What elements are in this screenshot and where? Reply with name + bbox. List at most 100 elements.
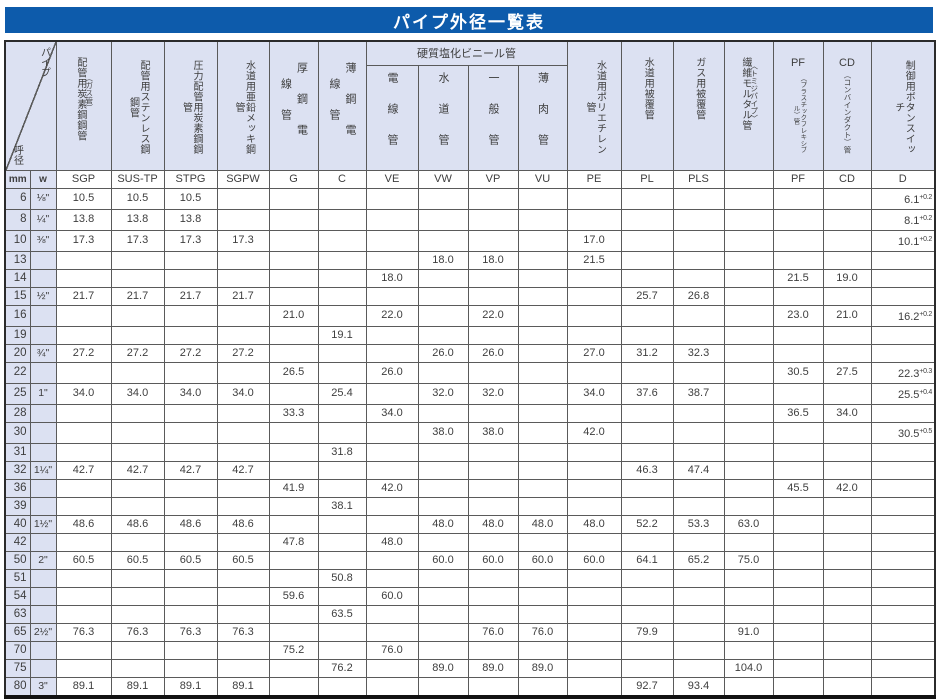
cell-sgpw	[216, 532, 270, 552]
cell-pe	[566, 403, 622, 423]
cell-stpg: 60.5	[163, 550, 218, 570]
cell-ve	[365, 382, 419, 405]
cell-g	[268, 658, 319, 678]
cell-d	[870, 403, 936, 423]
cell-c	[317, 532, 367, 552]
cell-fm	[723, 343, 774, 363]
cell-pls	[672, 403, 725, 423]
cell-vw	[417, 532, 469, 552]
code-pf: PF	[772, 169, 824, 189]
cell-nominal-inch	[29, 361, 57, 384]
cell-pf	[772, 208, 824, 231]
sub-header-vu: 薄肉管	[517, 64, 568, 171]
cell-nominal-inch	[29, 403, 57, 423]
cell-vp: 48.0	[467, 514, 519, 534]
cell-sgp	[55, 421, 112, 444]
table-row: 65 2½" 76.3 76.3 76.3 76.3 76.0 76.0 79.9 91.0	[4, 622, 936, 642]
cell-nominal-inch: 1"	[29, 382, 57, 405]
cell-nominal-mm: 51	[4, 568, 31, 588]
cell-pf: 36.5	[772, 403, 824, 423]
cell-cd	[822, 514, 872, 534]
cell-nominal-mm: 80	[4, 676, 31, 697]
cell-nominal-inch: ¼"	[29, 208, 57, 231]
cell-vw	[417, 568, 469, 588]
cell-pls	[672, 229, 725, 252]
cell-c	[317, 208, 367, 231]
cell-fm	[723, 460, 774, 480]
cell-vw	[417, 586, 469, 606]
cell-vw: 18.0	[417, 250, 469, 270]
cell-vp	[467, 460, 519, 480]
cell-sgp	[55, 361, 112, 384]
corner-cell: パイプ 呼径	[4, 40, 57, 171]
cell-vu: 48.0	[517, 514, 568, 534]
cell-pf	[772, 382, 824, 405]
cell-sgp	[55, 604, 112, 624]
code-pls: PLS	[672, 169, 725, 189]
cell-pl	[620, 187, 674, 210]
table-row: 25 1" 34.0 34.0 34.0 34.0 25.4 32.0 32.0 34.0 37.6…	[4, 382, 936, 405]
col-header-g: 厚鋼電線管	[268, 40, 319, 171]
cell-pe	[566, 304, 622, 327]
cell-nominal-inch: 1¼"	[29, 460, 57, 480]
cell-c	[317, 676, 367, 697]
cell-ve	[365, 208, 419, 231]
cell-c	[317, 304, 367, 327]
cell-vu: 76.0	[517, 622, 568, 642]
cell-pl	[620, 640, 674, 660]
cell-nominal-inch	[29, 304, 57, 327]
code-vw: VW	[417, 169, 469, 189]
cell-pe	[566, 187, 622, 210]
cell-vw: 60.0	[417, 550, 469, 570]
cell-vw	[417, 229, 469, 252]
table-row: 14 18.0 21.5 19.0	[4, 268, 936, 288]
cell-sus: 21.7	[110, 286, 165, 306]
code-sus-tp: SUS-TP	[110, 169, 165, 189]
cell-vu	[517, 442, 568, 462]
cell-cd	[822, 343, 872, 363]
cell-nominal-mm: 75	[4, 658, 31, 678]
cell-sus	[110, 496, 165, 516]
cell-nominal-mm: 40	[4, 514, 31, 534]
cell-vw: 32.0	[417, 382, 469, 405]
cell-vu: 60.0	[517, 550, 568, 570]
cell-g: 26.5	[268, 361, 319, 384]
cell-fm: 63.0	[723, 514, 774, 534]
cell-ve	[365, 250, 419, 270]
cell-stpg	[163, 421, 218, 444]
cell-stpg	[163, 586, 218, 606]
code-ve: VE	[365, 169, 419, 189]
cell-vp	[467, 361, 519, 384]
cell-vw	[417, 286, 469, 306]
cell-vp	[467, 604, 519, 624]
cell-sgp	[55, 250, 112, 270]
cell-d: 10.1+0.2	[870, 229, 936, 252]
sub-header-vw: 水道管	[417, 64, 469, 171]
cell-sgp	[55, 496, 112, 516]
cell-ve: 48.0	[365, 532, 419, 552]
cell-stpg	[163, 268, 218, 288]
cell-nominal-inch	[29, 325, 57, 345]
cell-nominal-mm: 54	[4, 586, 31, 606]
cell-vu	[517, 268, 568, 288]
cell-nominal-inch	[29, 604, 57, 624]
cell-ve: 60.0	[365, 586, 419, 606]
cell-nominal-mm: 31	[4, 442, 31, 462]
cell-d	[870, 286, 936, 306]
cell-vw	[417, 460, 469, 480]
cell-sgpw	[216, 403, 270, 423]
cell-pf	[772, 676, 824, 697]
cell-pl	[620, 403, 674, 423]
cell-stpg: 21.7	[163, 286, 218, 306]
cell-nominal-mm: 32	[4, 460, 31, 480]
cell-nominal-inch	[29, 640, 57, 660]
cell-g	[268, 208, 319, 231]
cell-sgpw	[216, 586, 270, 606]
cell-pf	[772, 442, 824, 462]
cell-sgp: 13.8	[55, 208, 112, 231]
cell-sgpw: 27.2	[216, 343, 270, 363]
cell-sgpw	[216, 187, 270, 210]
cell-stpg	[163, 325, 218, 345]
cell-d: 16.2+0.2	[870, 304, 936, 327]
cell-vw: 38.0	[417, 421, 469, 444]
